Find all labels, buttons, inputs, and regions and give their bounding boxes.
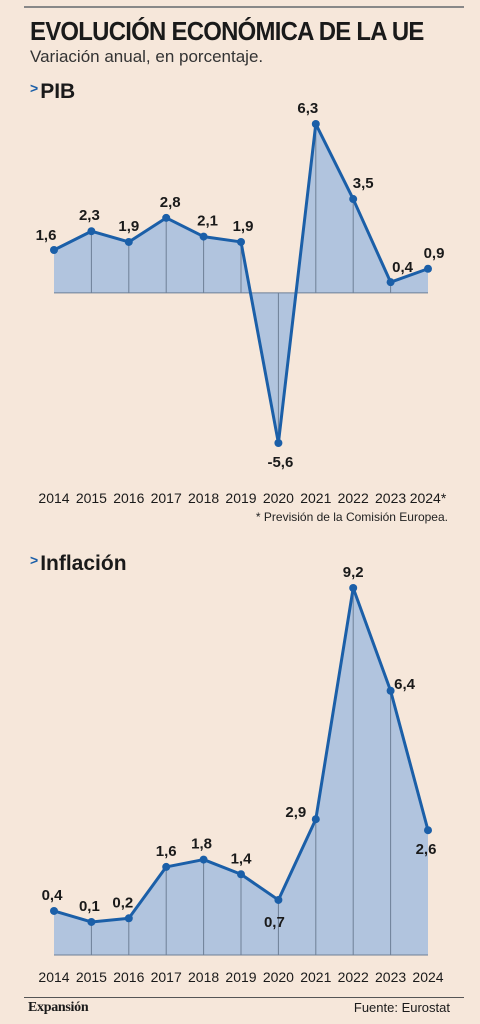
inflacion-title: Inflación	[40, 552, 127, 575]
data-point	[162, 862, 171, 871]
top-rule	[24, 6, 464, 8]
x-tick-label: 2018	[188, 969, 219, 985]
x-tick-label: 2019	[225, 490, 256, 506]
x-tick-label: 2017	[151, 969, 182, 985]
data-point	[386, 278, 395, 287]
x-tick-label: 2018	[188, 490, 219, 506]
data-label: 6,4	[394, 676, 416, 693]
footnote: * Previsión de la Comisión Europea.	[255, 510, 448, 524]
data-label: 0,2	[112, 894, 133, 911]
x-tick-label: 2020	[263, 490, 294, 506]
x-tick-label: 2024*	[410, 490, 447, 506]
data-point	[199, 232, 208, 241]
data-label: 1,9	[118, 218, 139, 235]
bottom-rule	[24, 997, 464, 998]
x-tick-label: 2022	[338, 969, 369, 985]
data-label: 2,9	[285, 804, 306, 821]
data-label: 9,2	[343, 564, 364, 581]
data-point	[311, 120, 320, 128]
pib-title: PIB	[40, 80, 76, 103]
x-tick-label: 2021	[300, 490, 331, 506]
data-point	[237, 237, 245, 246]
data-point	[87, 227, 96, 236]
chevron-right-icon: >	[30, 80, 39, 96]
data-point	[349, 195, 358, 204]
x-tick-label: 2020	[263, 969, 294, 985]
data-point	[311, 815, 320, 824]
data-point	[162, 213, 171, 222]
x-tick-label: 2017	[151, 490, 182, 506]
inflacion-section-heading: >Inflación	[30, 552, 127, 576]
data-point	[50, 906, 58, 915]
data-label: 1,8	[191, 836, 212, 853]
x-tick-label: 2022	[338, 490, 369, 506]
data-point	[237, 870, 245, 879]
x-tick-label: 2016	[113, 969, 144, 985]
data-label: 1,4	[231, 850, 253, 867]
pib-section-heading: >PIB	[30, 80, 75, 104]
data-point	[424, 264, 432, 273]
data-point	[349, 584, 358, 592]
data-point	[386, 686, 395, 695]
data-label: 6,3	[297, 100, 318, 117]
x-tick-label: 2016	[113, 490, 144, 506]
data-point	[87, 917, 96, 926]
source-note: Fuente: Eurostat	[353, 1000, 450, 1015]
data-point	[424, 826, 432, 835]
data-label: 0,4	[392, 259, 414, 276]
data-point	[124, 914, 133, 923]
data-label: 2,3	[79, 207, 100, 224]
x-tick-label: 2015	[76, 490, 107, 506]
data-label: 1,6	[36, 227, 57, 244]
data-label: 0,7	[264, 914, 285, 931]
data-point	[199, 855, 208, 864]
data-label: 1,6	[156, 843, 177, 860]
data-point	[124, 237, 133, 246]
x-tick-label: 2024	[412, 969, 443, 985]
x-tick-label: 2023	[375, 490, 406, 506]
x-tick-label: 2015	[76, 969, 107, 985]
area-fill	[54, 588, 428, 955]
page-title: EVOLUCIÓN ECONÓMICA DE LA UE	[30, 16, 424, 46]
data-label: 2,1	[197, 213, 218, 230]
page-subtitle: Variación anual, en porcentaje.	[30, 47, 264, 66]
data-label: 2,8	[160, 194, 181, 211]
data-label: -5,6	[267, 454, 293, 471]
data-label: 0,1	[79, 898, 100, 915]
publisher-logo: Expansión	[28, 1000, 89, 1015]
data-point	[274, 895, 283, 904]
data-label: 3,5	[353, 175, 374, 192]
data-label: 2,6	[416, 841, 437, 858]
data-point	[50, 245, 58, 254]
data-label: 0,4	[42, 887, 64, 904]
data-label: 0,9	[424, 245, 445, 262]
x-tick-label: 2023	[375, 969, 406, 985]
x-tick-label: 2014	[38, 490, 69, 506]
x-tick-label: 2019	[225, 969, 256, 985]
x-tick-label: 2021	[300, 969, 331, 985]
x-tick-label: 2014	[38, 969, 69, 985]
data-point	[274, 439, 283, 447]
chevron-right-icon: >	[30, 552, 39, 568]
data-label: 1,9	[233, 218, 254, 235]
